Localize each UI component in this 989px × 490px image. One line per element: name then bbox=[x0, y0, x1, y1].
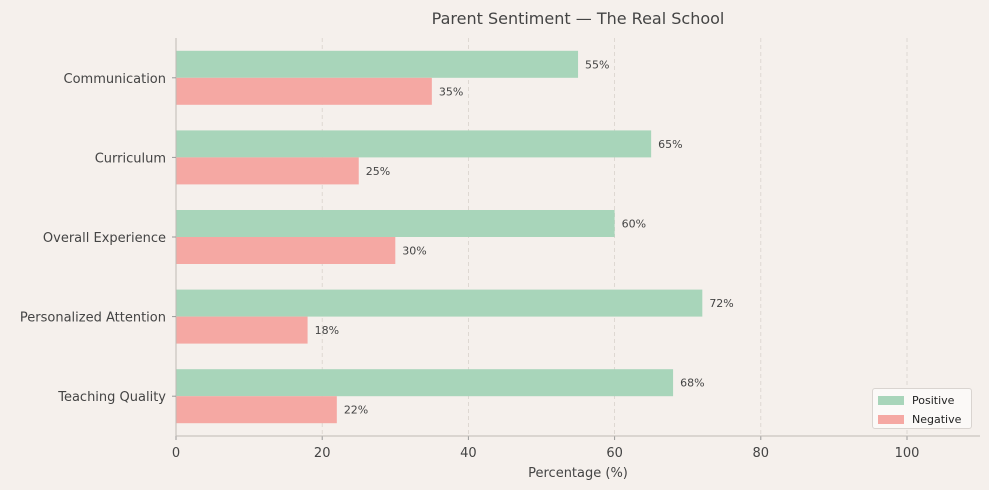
data-labels: 55% 35% 65% 25% 60% 30% 72% 18% 68% 22% bbox=[315, 58, 734, 416]
data-label-negative: 25% bbox=[366, 165, 390, 178]
y-tick-label: Teaching Quality bbox=[57, 390, 166, 405]
x-axis-label: Percentage (%) bbox=[528, 466, 628, 481]
x-tick-label: 100 bbox=[895, 446, 920, 461]
legend-swatch-positive bbox=[878, 395, 904, 405]
x-tick-label: 40 bbox=[460, 446, 477, 461]
data-label-negative: 18% bbox=[315, 324, 339, 337]
legend-item-positive: Positive bbox=[878, 393, 954, 407]
y-tick-label: Personalized Attention bbox=[20, 311, 166, 326]
data-label-negative: 35% bbox=[439, 85, 463, 98]
legend: Positive Negative bbox=[872, 388, 972, 429]
bar-negative bbox=[176, 316, 308, 344]
bar-negative bbox=[176, 77, 432, 105]
legend-swatch-negative bbox=[878, 414, 904, 424]
legend-label-negative: Negative bbox=[912, 412, 962, 426]
bar-positive bbox=[176, 369, 674, 397]
x-axis: 0 20 40 60 80 100 bbox=[172, 435, 980, 461]
data-label-positive: 55% bbox=[585, 58, 609, 71]
bar-negative bbox=[176, 396, 337, 424]
y-tick-label: Overall Experience bbox=[43, 231, 166, 246]
bar-positive bbox=[176, 210, 615, 237]
x-tick-label: 60 bbox=[606, 446, 623, 461]
x-tick-label: 20 bbox=[314, 446, 331, 461]
bar-positive bbox=[176, 289, 703, 317]
legend-item-negative: Negative bbox=[878, 412, 961, 426]
chart-title: Parent Sentiment — The Real School bbox=[432, 9, 725, 28]
x-tick-label: 80 bbox=[753, 446, 770, 461]
data-label-positive: 65% bbox=[658, 138, 682, 151]
data-label-positive: 72% bbox=[709, 297, 733, 310]
y-tick-label: Communication bbox=[64, 72, 166, 87]
data-label-positive: 68% bbox=[680, 377, 704, 390]
bar-positive bbox=[176, 50, 579, 78]
bars bbox=[176, 50, 703, 424]
bar-negative bbox=[176, 237, 396, 264]
data-label-negative: 22% bbox=[344, 404, 368, 417]
y-axis: Communication Curriculum Overall Experienc… bbox=[20, 38, 177, 436]
data-label-positive: 60% bbox=[622, 218, 646, 231]
x-tick-label: 0 bbox=[172, 446, 180, 461]
bar-positive bbox=[176, 130, 652, 158]
bar-negative bbox=[176, 157, 359, 185]
legend-label-positive: Positive bbox=[912, 393, 955, 407]
data-label-negative: 30% bbox=[402, 245, 426, 258]
y-tick-label: Curriculum bbox=[95, 151, 166, 166]
